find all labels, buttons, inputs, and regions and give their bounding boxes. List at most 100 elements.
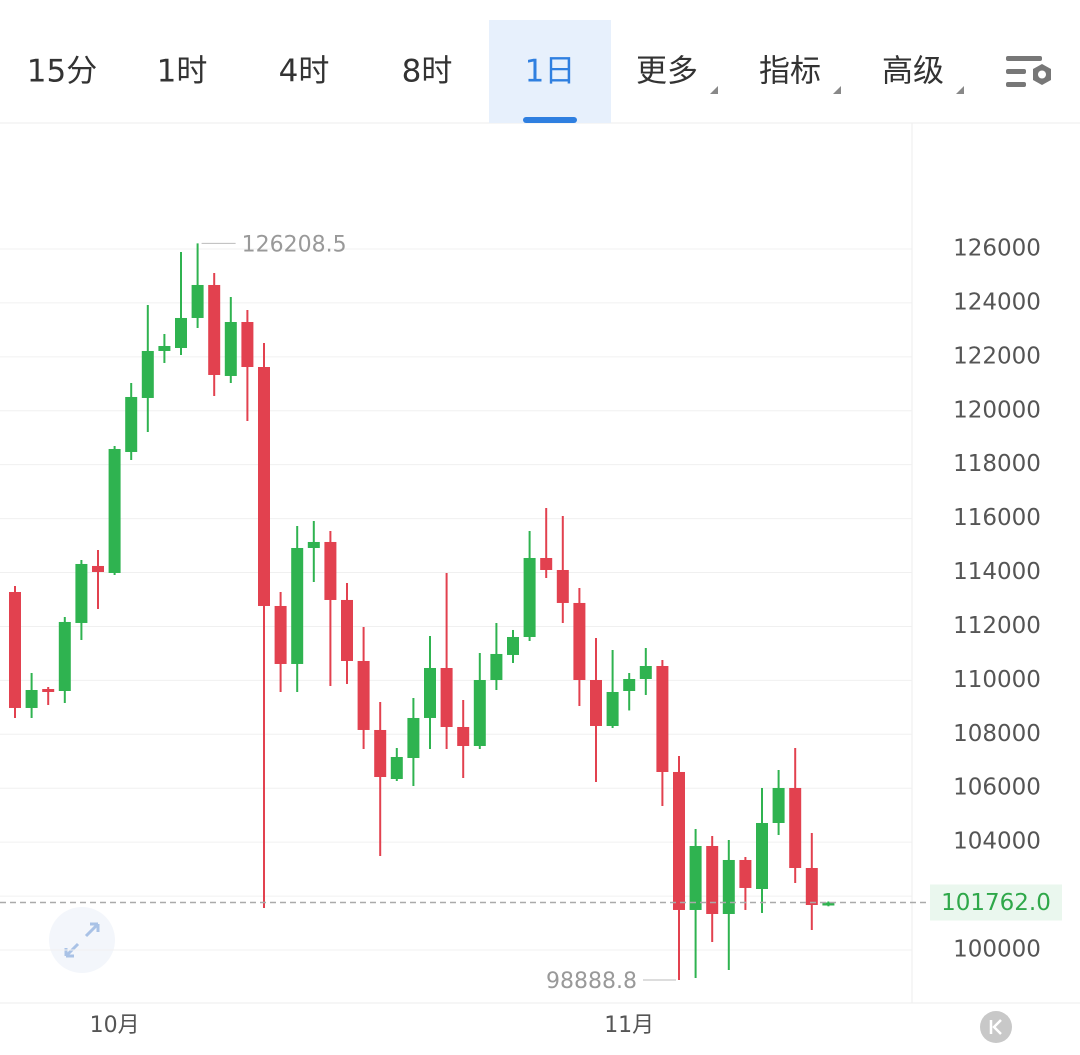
candle-body bbox=[274, 605, 287, 664]
y-tick-label: 106000 bbox=[953, 775, 1041, 801]
candle-body bbox=[407, 717, 420, 758]
y-tick-label: 124000 bbox=[953, 289, 1041, 315]
candle-body bbox=[805, 867, 818, 905]
y-tick-label: 126000 bbox=[953, 235, 1041, 261]
tab-label: 1时 bbox=[157, 54, 208, 90]
tab-label: 1日 bbox=[525, 54, 576, 90]
candle-body bbox=[739, 859, 752, 888]
candle-body bbox=[789, 787, 802, 868]
candle-body bbox=[9, 591, 21, 708]
tab-label: 4时 bbox=[279, 54, 330, 90]
scroll-end-bg bbox=[980, 1011, 1012, 1043]
tab-label: 8时 bbox=[402, 54, 453, 90]
candle-body bbox=[490, 653, 503, 680]
tab-indicator bbox=[523, 117, 577, 123]
dropdown-caret bbox=[710, 86, 718, 94]
candle-body bbox=[307, 541, 320, 548]
candle-body bbox=[357, 660, 370, 730]
icon-bar bbox=[1006, 82, 1026, 87]
tab[interactable]: 15分 bbox=[27, 54, 97, 90]
candle-body bbox=[141, 350, 154, 398]
candle-body bbox=[125, 396, 138, 452]
candle-body bbox=[722, 859, 735, 914]
candle-body bbox=[241, 322, 254, 368]
candle-body bbox=[42, 689, 55, 692]
y-tick-label: 112000 bbox=[953, 613, 1041, 639]
candle-body bbox=[191, 284, 204, 318]
tab[interactable]: 1时 bbox=[157, 54, 208, 90]
candle-body bbox=[25, 689, 38, 708]
candle-body bbox=[689, 845, 702, 910]
candle-body bbox=[424, 667, 436, 718]
tab[interactable]: 指标 bbox=[759, 54, 841, 95]
x-tick-label: 10月 bbox=[90, 1013, 140, 1038]
y-tick-label: 120000 bbox=[953, 397, 1041, 423]
candle-body bbox=[772, 787, 785, 823]
last-price-box bbox=[930, 884, 1062, 921]
tab-label: 15分 bbox=[27, 54, 97, 90]
dropdown-caret bbox=[833, 86, 841, 94]
candle-body bbox=[556, 569, 569, 603]
tab[interactable]: 4时 bbox=[279, 54, 330, 90]
settings-icon[interactable] bbox=[1006, 56, 1051, 87]
candle-body bbox=[224, 322, 237, 376]
candle-body bbox=[324, 541, 337, 600]
expand-button[interactable] bbox=[49, 907, 115, 973]
candle-body bbox=[457, 726, 470, 746]
candle-body bbox=[822, 902, 835, 906]
candle-body bbox=[507, 636, 519, 655]
icon-bar bbox=[1006, 69, 1026, 74]
icon-bar bbox=[1006, 56, 1042, 61]
candle-body bbox=[341, 599, 353, 661]
candle-body bbox=[573, 602, 586, 680]
candle-body bbox=[291, 547, 304, 664]
y-tick-label: 114000 bbox=[953, 559, 1041, 585]
candle-body bbox=[523, 557, 536, 637]
x-tick-label: 11月 bbox=[604, 1013, 654, 1038]
y-tick-label: 122000 bbox=[953, 343, 1041, 369]
low-annotation-label: 98888.8 bbox=[546, 969, 637, 994]
candle-body bbox=[208, 284, 221, 375]
y-tick-label: 118000 bbox=[953, 451, 1041, 477]
tab-label: 指标 bbox=[759, 54, 821, 90]
tab[interactable]: 1日 bbox=[489, 20, 611, 123]
y-tick-label: 100000 bbox=[953, 936, 1041, 962]
candle-body bbox=[590, 679, 602, 726]
candle-body bbox=[473, 679, 486, 746]
candle-body bbox=[258, 367, 270, 606]
candle-body bbox=[92, 565, 104, 572]
tab-label: 更多 bbox=[636, 54, 698, 90]
candle-body bbox=[175, 317, 187, 348]
candle-body bbox=[390, 756, 403, 779]
tab[interactable]: 更多 bbox=[636, 54, 718, 95]
candle-body bbox=[374, 729, 387, 778]
y-tick-label: 116000 bbox=[953, 505, 1041, 531]
scroll-end-button[interactable] bbox=[980, 1011, 1012, 1043]
candle-body bbox=[606, 691, 619, 726]
scroll-end-glyph bbox=[989, 1019, 1002, 1035]
y-tick-label: 104000 bbox=[953, 829, 1041, 855]
candle-body bbox=[158, 345, 171, 351]
candle-body bbox=[540, 557, 553, 570]
tab[interactable]: 8时 bbox=[402, 54, 453, 90]
expand-bg bbox=[49, 907, 115, 973]
tab[interactable]: 高级 bbox=[882, 54, 964, 95]
dropdown-caret bbox=[956, 86, 964, 94]
last-price-label: 101762.0 bbox=[941, 890, 1051, 916]
tab-active-bg bbox=[489, 20, 611, 123]
candle-body bbox=[673, 771, 685, 910]
candle-body bbox=[75, 563, 88, 623]
candle-body bbox=[58, 621, 71, 691]
candle-body bbox=[108, 448, 121, 573]
icon-hole bbox=[1038, 70, 1046, 79]
candle-body bbox=[656, 666, 669, 772]
tab-label: 高级 bbox=[882, 54, 944, 90]
high-annotation-label: 126208.5 bbox=[242, 232, 347, 257]
y-tick-label: 108000 bbox=[953, 721, 1041, 747]
candle-body bbox=[639, 666, 652, 679]
candle-body bbox=[756, 822, 768, 889]
y-tick-label: 110000 bbox=[953, 667, 1041, 693]
candle-body bbox=[440, 667, 453, 727]
